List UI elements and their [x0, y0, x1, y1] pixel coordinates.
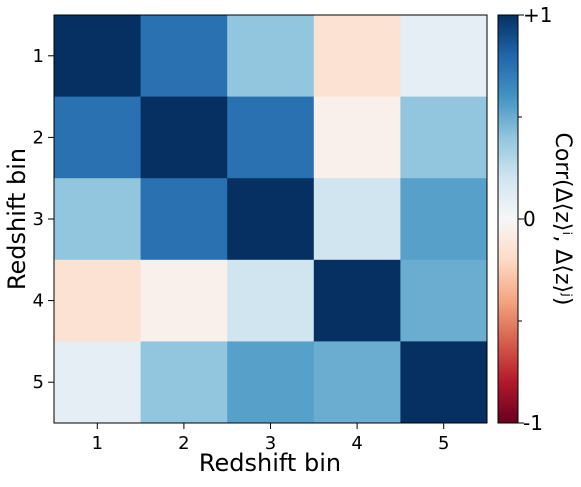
y-tick-label: 5 — [33, 372, 44, 393]
colorbar-ticks: +1 0 -1 — [518, 3, 552, 435]
heatmap-cell — [54, 178, 142, 261]
x-tick-label: 5 — [438, 433, 449, 454]
x-tick-label: 4 — [351, 433, 362, 454]
y-tick-label: 4 — [33, 291, 44, 312]
colorbar-label: Corr(Δ⟨z⟩ⁱ, Δ⟨z⟩ʲ) — [550, 133, 575, 306]
heatmap-cell — [400, 96, 488, 179]
heatmap-cell — [140, 15, 228, 98]
heatmap-cell — [140, 341, 228, 424]
y-tick-label: 2 — [33, 127, 44, 148]
heatmap-cell — [54, 259, 142, 342]
heatmap-cells — [54, 15, 488, 424]
x-axis-label: Redshift bin — [199, 449, 341, 477]
y-tick-label: 1 — [33, 46, 44, 67]
heatmap-cell — [227, 341, 315, 424]
heatmap-cell — [313, 178, 401, 261]
heatmap-cell — [400, 259, 488, 342]
x-tick-label: 2 — [178, 433, 189, 454]
heatmap-cell — [313, 15, 401, 98]
heatmap-cell — [140, 178, 228, 261]
heatmap-cell — [313, 259, 401, 342]
heatmap-cell — [400, 178, 488, 261]
y-axis-label: Redshift bin — [3, 148, 31, 290]
heatmap-cell — [227, 178, 315, 261]
colorbar-tick-label: -1 — [523, 411, 543, 435]
heatmap-cell — [227, 15, 315, 98]
heatmap-cell — [227, 259, 315, 342]
heatmap-cell — [54, 96, 142, 179]
heatmap-cell — [140, 259, 228, 342]
heatmap-cell — [313, 341, 401, 424]
heatmap-cell — [313, 96, 401, 179]
heatmap-cell — [400, 341, 488, 424]
colorbar — [497, 14, 519, 424]
heatmap-cell — [54, 15, 142, 98]
x-tick-label: 1 — [92, 433, 103, 454]
heatmap-cell — [227, 96, 315, 179]
heatmap-cell — [54, 341, 142, 424]
x-axis-ticks: 1 2 3 4 5 — [92, 423, 449, 454]
colorbar-tick-label: 0 — [523, 207, 536, 231]
heatmap-cell — [400, 15, 488, 98]
y-tick-label: 3 — [33, 209, 44, 230]
heatmap-cell — [140, 96, 228, 179]
colorbar-tick-label: +1 — [523, 3, 552, 27]
x-tick-label: 3 — [265, 433, 276, 454]
y-axis-ticks: 1 2 3 4 5 — [33, 46, 54, 393]
